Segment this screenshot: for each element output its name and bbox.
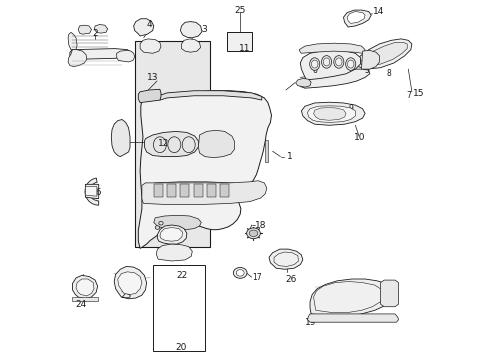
Polygon shape	[346, 12, 365, 23]
Text: 14: 14	[373, 7, 384, 16]
Polygon shape	[206, 184, 216, 197]
Polygon shape	[138, 91, 271, 248]
Bar	[152, 265, 204, 351]
Polygon shape	[380, 280, 398, 307]
Polygon shape	[299, 43, 365, 53]
Polygon shape	[160, 91, 261, 100]
Text: 21: 21	[345, 298, 356, 307]
Ellipse shape	[347, 60, 353, 68]
Ellipse shape	[159, 221, 163, 225]
Polygon shape	[94, 24, 107, 33]
Polygon shape	[157, 225, 186, 244]
Wedge shape	[85, 178, 99, 205]
Polygon shape	[153, 184, 163, 197]
Polygon shape	[220, 184, 229, 197]
Polygon shape	[133, 19, 153, 36]
Polygon shape	[68, 32, 77, 50]
Text: 11: 11	[238, 44, 250, 53]
Ellipse shape	[249, 230, 257, 237]
Bar	[227, 32, 252, 51]
Text: 6: 6	[312, 66, 317, 75]
Polygon shape	[343, 10, 370, 27]
Polygon shape	[313, 108, 346, 120]
Text: 1: 1	[286, 152, 292, 161]
Polygon shape	[142, 182, 251, 200]
Ellipse shape	[236, 270, 244, 276]
Polygon shape	[181, 39, 200, 52]
Polygon shape	[301, 102, 365, 125]
Ellipse shape	[155, 226, 159, 229]
Polygon shape	[313, 282, 384, 312]
Polygon shape	[193, 184, 203, 197]
Polygon shape	[356, 39, 411, 69]
Text: 13: 13	[147, 73, 158, 82]
Ellipse shape	[333, 55, 343, 68]
Polygon shape	[85, 186, 97, 196]
Polygon shape	[76, 279, 94, 296]
Text: 23: 23	[120, 291, 131, 300]
Polygon shape	[138, 89, 161, 103]
Ellipse shape	[246, 228, 260, 239]
Polygon shape	[111, 120, 130, 157]
Text: 8: 8	[386, 69, 390, 78]
Text: 17: 17	[252, 273, 262, 282]
Polygon shape	[307, 314, 398, 322]
Polygon shape	[140, 39, 161, 53]
Polygon shape	[309, 279, 394, 316]
Text: 4: 4	[146, 20, 152, 29]
Polygon shape	[114, 266, 146, 299]
Polygon shape	[85, 184, 99, 199]
Ellipse shape	[323, 58, 329, 66]
Polygon shape	[68, 50, 87, 67]
Polygon shape	[307, 106, 355, 122]
Polygon shape	[70, 49, 131, 59]
Polygon shape	[156, 244, 192, 261]
Polygon shape	[117, 50, 134, 62]
Polygon shape	[144, 131, 198, 157]
Text: 18: 18	[254, 220, 266, 230]
Ellipse shape	[345, 58, 355, 71]
Text: 15: 15	[412, 89, 424, 98]
Text: 22: 22	[176, 271, 187, 280]
Polygon shape	[299, 69, 369, 88]
Text: 24: 24	[75, 300, 86, 309]
Polygon shape	[72, 275, 98, 299]
Polygon shape	[198, 130, 234, 158]
Ellipse shape	[335, 58, 342, 66]
Polygon shape	[361, 50, 379, 69]
Text: 7: 7	[405, 91, 410, 100]
Polygon shape	[78, 25, 91, 34]
Polygon shape	[300, 50, 360, 80]
Text: 16: 16	[91, 188, 102, 197]
Text: 9: 9	[347, 104, 352, 112]
Ellipse shape	[309, 58, 319, 71]
Text: 12: 12	[158, 139, 169, 148]
Text: 3: 3	[201, 25, 206, 34]
Bar	[134, 41, 210, 247]
Polygon shape	[118, 272, 142, 294]
Polygon shape	[295, 78, 310, 87]
Ellipse shape	[311, 60, 317, 68]
Text: 25: 25	[234, 5, 245, 14]
Polygon shape	[265, 140, 267, 162]
Polygon shape	[160, 228, 182, 241]
Text: 20: 20	[176, 343, 187, 352]
Polygon shape	[72, 297, 98, 301]
Polygon shape	[180, 22, 202, 38]
Ellipse shape	[321, 55, 331, 68]
Polygon shape	[153, 215, 201, 230]
Polygon shape	[142, 181, 266, 204]
Polygon shape	[273, 252, 298, 266]
Polygon shape	[180, 184, 189, 197]
Text: 10: 10	[353, 133, 365, 142]
Text: 2: 2	[92, 29, 98, 38]
Polygon shape	[360, 42, 407, 66]
Text: 26: 26	[285, 275, 296, 284]
Text: 19: 19	[305, 318, 316, 327]
Polygon shape	[167, 184, 176, 197]
Text: 5: 5	[364, 66, 368, 75]
Ellipse shape	[233, 267, 246, 278]
Polygon shape	[268, 249, 302, 269]
